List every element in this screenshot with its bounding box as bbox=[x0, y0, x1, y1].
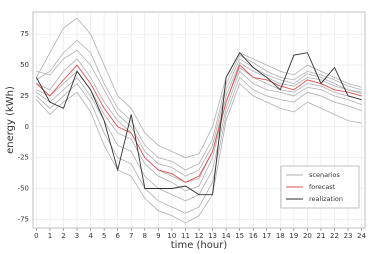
line bbox=[35, 51, 362, 196]
y-tick-label: 25 bbox=[20, 92, 29, 100]
x-tick-label: 5 bbox=[102, 232, 106, 240]
y-tick-label: -50 bbox=[18, 185, 29, 193]
legend-label: forecast bbox=[309, 183, 336, 191]
x-tick-label: 13 bbox=[208, 232, 217, 240]
x-tick-label: 19 bbox=[289, 232, 298, 240]
x-tick-label: 22 bbox=[330, 232, 339, 240]
x-tick-label: 1 bbox=[48, 232, 52, 240]
x-tick-label: 2 bbox=[61, 232, 65, 240]
line bbox=[36, 64, 362, 183]
line bbox=[36, 39, 362, 171]
y-tick-label: 50 bbox=[20, 61, 29, 69]
x-tick-label: 21 bbox=[316, 232, 325, 240]
x-tick-label: 7 bbox=[129, 232, 133, 240]
x-tick-label: 9 bbox=[156, 232, 160, 240]
x-tick-label: 12 bbox=[195, 232, 204, 240]
x-tick-label: 3 bbox=[75, 232, 79, 240]
x-tick-label: 20 bbox=[303, 232, 312, 240]
line bbox=[36, 82, 362, 224]
line bbox=[36, 76, 362, 214]
x-tick-label: 0 bbox=[34, 232, 38, 240]
x-tick-label: 10 bbox=[167, 232, 176, 240]
x-tick-label: 6 bbox=[115, 232, 120, 240]
y-tick-label: -25 bbox=[18, 154, 29, 162]
x-tick-label: 18 bbox=[276, 232, 285, 240]
x-tick-label: 8 bbox=[143, 232, 147, 240]
y-tick-label: 75 bbox=[20, 30, 29, 38]
x-tick-label: 4 bbox=[88, 232, 93, 240]
line bbox=[36, 49, 362, 177]
line bbox=[36, 58, 362, 183]
legend-label: scenarios bbox=[309, 171, 341, 179]
y-tick-label: 0 bbox=[25, 123, 29, 131]
x-tick-label: 11 bbox=[181, 232, 190, 240]
x-tick-label: 23 bbox=[344, 232, 353, 240]
x-tick-label: 16 bbox=[249, 232, 258, 240]
line bbox=[36, 17, 362, 159]
y-axis-label: energy (kWh) bbox=[5, 86, 16, 154]
x-tick-label: 15 bbox=[235, 232, 244, 240]
legend-label: realization bbox=[309, 195, 343, 203]
x-axis-label: time (hour) bbox=[171, 240, 228, 251]
x-tick-label: 24 bbox=[357, 232, 366, 240]
y-tick-label: -75 bbox=[18, 215, 29, 223]
x-tick-label: 14 bbox=[222, 232, 231, 240]
x-tick-label: 17 bbox=[262, 232, 271, 240]
